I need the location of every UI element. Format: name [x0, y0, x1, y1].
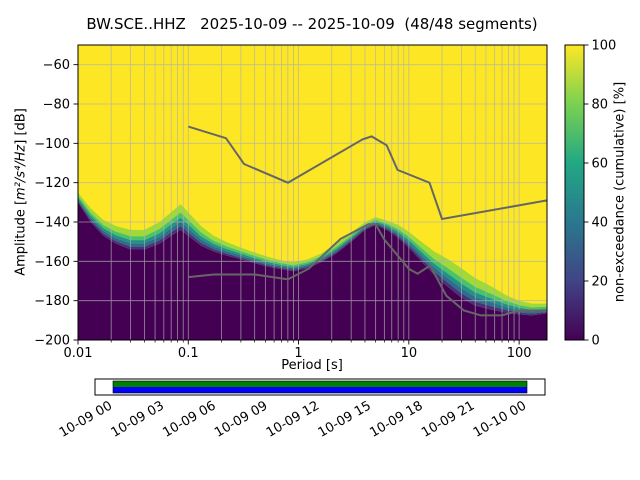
timeline-date-label: 10-09 06 [160, 398, 218, 440]
timeline-date-label: 10-09 03 [109, 398, 167, 440]
timeline-coverage-bottom [113, 387, 527, 393]
colorbar-label: non-exceedance (cumulative) [%] [612, 81, 628, 303]
timeline-date-label: 10-09 00 [57, 398, 115, 440]
x-tick-label: 10 [401, 346, 418, 361]
colorbar-tick-label: 60 [592, 157, 609, 172]
timeline-date-label: 10-10 00 [471, 398, 529, 440]
y-tick-label: −160 [34, 255, 70, 270]
colorbar [564, 44, 585, 341]
x-axis-label: Period [s] [281, 358, 343, 373]
timeline-date-label: 10-09 21 [419, 398, 477, 440]
x-tick-label: 1 [294, 346, 302, 361]
histogram-mesh [78, 45, 547, 340]
timeline-date-label: 10-09 18 [367, 398, 425, 440]
x-tick-label: 100 [507, 346, 532, 361]
timeline-date-label: 10-09 09 [212, 398, 270, 440]
y-tick-label: −200 [34, 334, 70, 349]
transition-band [78, 192, 547, 308]
plot-frame [77, 44, 548, 341]
nlnm-line [188, 223, 547, 317]
colorbar-tick-label: 20 [592, 275, 609, 290]
colorbar-tick-label: 100 [592, 39, 617, 54]
transition-band [78, 195, 547, 310]
x-tick-label: 0.01 [64, 346, 93, 361]
y-tick-label: −180 [34, 294, 70, 309]
y-tick-label: −80 [43, 98, 70, 113]
y-axis-label-units: m²/s⁴/Hz [13, 144, 29, 200]
timeline-date-label: 10-09 15 [316, 398, 374, 440]
nhnm-line [188, 125, 547, 221]
y-axis-label-suffix: ] [dB] [13, 108, 29, 145]
dark-region [78, 202, 547, 340]
y-tick-label: −60 [43, 58, 70, 73]
colorbar-tick-label: 40 [592, 216, 609, 231]
grid-lines [78, 45, 547, 340]
colorbar-tick-label: 80 [592, 98, 609, 113]
plot-title: BW.SCE..HHZ 2025-10-09 -- 2025-10-09 (48… [86, 15, 538, 33]
y-axis-label-prefix: Amplitude [ [13, 199, 29, 276]
timeline-coverage-frame [112, 380, 528, 394]
timeline-coverage-top [113, 381, 527, 387]
timeline-date-label: 10-09 12 [264, 398, 322, 440]
y-axis-label: Amplitude [m²/s⁴/Hz] [dB] [14, 108, 29, 276]
y-tick-label: −100 [34, 137, 70, 152]
colorbar-tick-label: 0 [592, 334, 600, 349]
y-tick-label: −140 [34, 216, 70, 231]
x-tick-label: 0.1 [178, 346, 199, 361]
y-tick-label: −120 [34, 176, 70, 191]
